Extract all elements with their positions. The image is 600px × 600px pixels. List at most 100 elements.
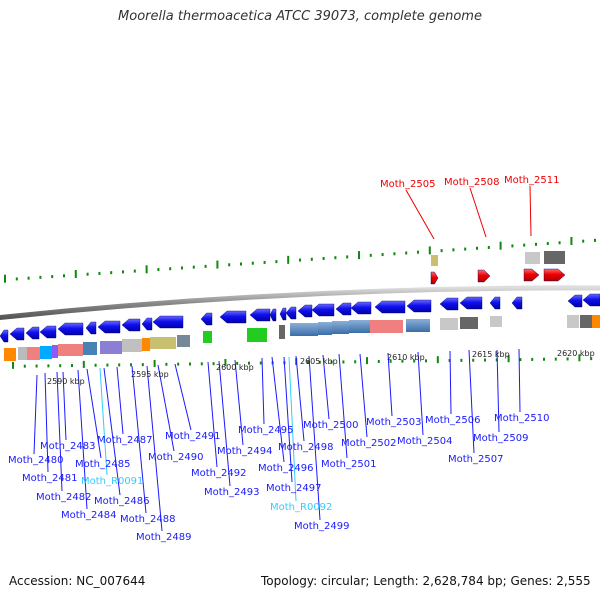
- gene-arrow: [311, 303, 335, 317]
- gene-label[interactable]: Moth_2497: [266, 483, 321, 494]
- gene-label[interactable]: Moth_2487: [97, 435, 152, 446]
- gene-leader-line: [33, 374, 38, 455]
- tick-mark: [51, 275, 54, 279]
- gene-label[interactable]: Moth_2508: [444, 177, 499, 188]
- gene-label[interactable]: Moth_2492: [191, 468, 246, 479]
- tick-mark: [12, 361, 14, 369]
- gene-feature-block: [18, 347, 27, 360]
- gene-label[interactable]: Moth_2510: [494, 413, 549, 424]
- tick-mark: [259, 361, 262, 365]
- gene-label[interactable]: Moth_2488: [120, 514, 175, 525]
- gene-label[interactable]: Moth_2499: [294, 521, 349, 532]
- gene-feature-block: [490, 316, 502, 327]
- gene-feature-block: [203, 331, 212, 343]
- tick-mark: [487, 245, 490, 249]
- gene-label[interactable]: Moth_2484: [61, 510, 116, 521]
- gene-feature-block: [349, 320, 370, 333]
- tick-mark: [4, 274, 6, 283]
- gene-leader-line: [295, 355, 305, 442]
- gene-label[interactable]: Moth_2507: [448, 454, 503, 465]
- tick-mark: [381, 253, 384, 257]
- tick-mark: [27, 276, 30, 280]
- gene-label[interactable]: Moth_2491: [165, 431, 220, 442]
- gene-arrow: [523, 268, 540, 282]
- gene-feature-block: [58, 344, 83, 356]
- gene-leader-line: [469, 187, 487, 238]
- gene-leader-line: [44, 372, 49, 473]
- gene-feature-block: [290, 323, 318, 336]
- tick-mark: [181, 266, 183, 270]
- tick-mark: [413, 359, 416, 363]
- gene-label[interactable]: Moth_2504: [397, 436, 452, 447]
- gene-label[interactable]: Moth_2480: [8, 455, 63, 466]
- gene-label[interactable]: Moth_2503: [366, 417, 421, 428]
- tick-mark: [310, 257, 313, 261]
- tick-mark: [35, 364, 38, 368]
- gene-leader-line: [449, 350, 452, 415]
- gene-leader-line: [405, 189, 435, 240]
- gene-arrow: [0, 329, 9, 343]
- gene-label[interactable]: Moth_2481: [22, 473, 77, 484]
- gene-arrow: [350, 301, 372, 315]
- tick-mark: [153, 359, 156, 367]
- gene-arrow: [200, 312, 213, 326]
- tick-mark: [318, 360, 321, 364]
- tick-mark: [59, 364, 62, 368]
- gene-leader-line: [99, 367, 108, 476]
- gene-label[interactable]: Moth_2483: [40, 441, 95, 452]
- gene-label[interactable]: Moth_2511: [504, 175, 559, 186]
- gene-feature-block: [370, 320, 403, 333]
- gene-label[interactable]: Moth_2496: [258, 463, 313, 474]
- tick-mark: [554, 357, 557, 361]
- gene-label[interactable]: Moth_2506: [425, 415, 480, 426]
- gene-leader-line: [56, 371, 63, 492]
- gene-label[interactable]: Moth_2502: [341, 438, 396, 449]
- gene-label[interactable]: Moth_2494: [217, 446, 272, 457]
- gene-arrow: [477, 269, 491, 283]
- tick-mark: [346, 255, 349, 259]
- gene-label[interactable]: Moth_2495: [238, 425, 293, 436]
- gene-arrow: [25, 326, 40, 340]
- gene-label[interactable]: Moth_2482: [36, 492, 91, 503]
- tick-mark: [47, 364, 50, 368]
- gene-feature-block: [122, 339, 142, 352]
- tick-mark: [393, 252, 396, 256]
- gene-label[interactable]: Moth_2505: [380, 179, 435, 190]
- gene-label[interactable]: Moth_2490: [148, 452, 203, 463]
- gene-feature-block: [592, 315, 600, 328]
- tick-mark: [472, 358, 475, 362]
- gene-leader-line: [338, 353, 348, 459]
- tick-mark: [464, 247, 467, 251]
- scale-tick-label: 2615 kbp: [472, 350, 510, 359]
- tick-mark: [228, 263, 231, 267]
- tick-mark: [216, 260, 219, 269]
- gene-arrow: [85, 321, 97, 335]
- gene-label[interactable]: Moth_R0091: [81, 476, 143, 487]
- gene-label[interactable]: Moth_2493: [204, 487, 259, 498]
- gene-label[interactable]: Moth_2486: [94, 496, 149, 507]
- chromosome-backbone: [0, 285, 600, 320]
- tick-mark: [425, 359, 427, 363]
- tick-mark: [342, 360, 345, 364]
- gene-feature-block: [406, 319, 430, 332]
- highlighted-feature-track: [430, 251, 566, 285]
- gene-label[interactable]: Moth_2485: [75, 459, 130, 470]
- gene-label[interactable]: Moth_2509: [473, 433, 528, 444]
- tick-mark: [484, 358, 486, 362]
- gene-feature-block: [52, 345, 58, 358]
- gene-label[interactable]: Moth_2498: [278, 442, 333, 453]
- gene-leader-line: [359, 353, 368, 438]
- gene-label[interactable]: Moth_R0092: [270, 502, 332, 513]
- gene-leader-line: [283, 356, 293, 483]
- tick-mark: [133, 269, 136, 273]
- tick-mark: [460, 358, 463, 362]
- tick-mark: [98, 271, 101, 275]
- gene-label[interactable]: Moth_2489: [136, 532, 191, 543]
- tick-mark: [248, 361, 250, 365]
- tick-mark: [405, 251, 408, 255]
- gene-label[interactable]: Moth_2501: [321, 459, 376, 470]
- gene-label[interactable]: Moth_2500: [303, 420, 358, 431]
- gene-arrow: [219, 310, 247, 324]
- tick-mark: [177, 362, 180, 366]
- tick-mark: [118, 363, 121, 367]
